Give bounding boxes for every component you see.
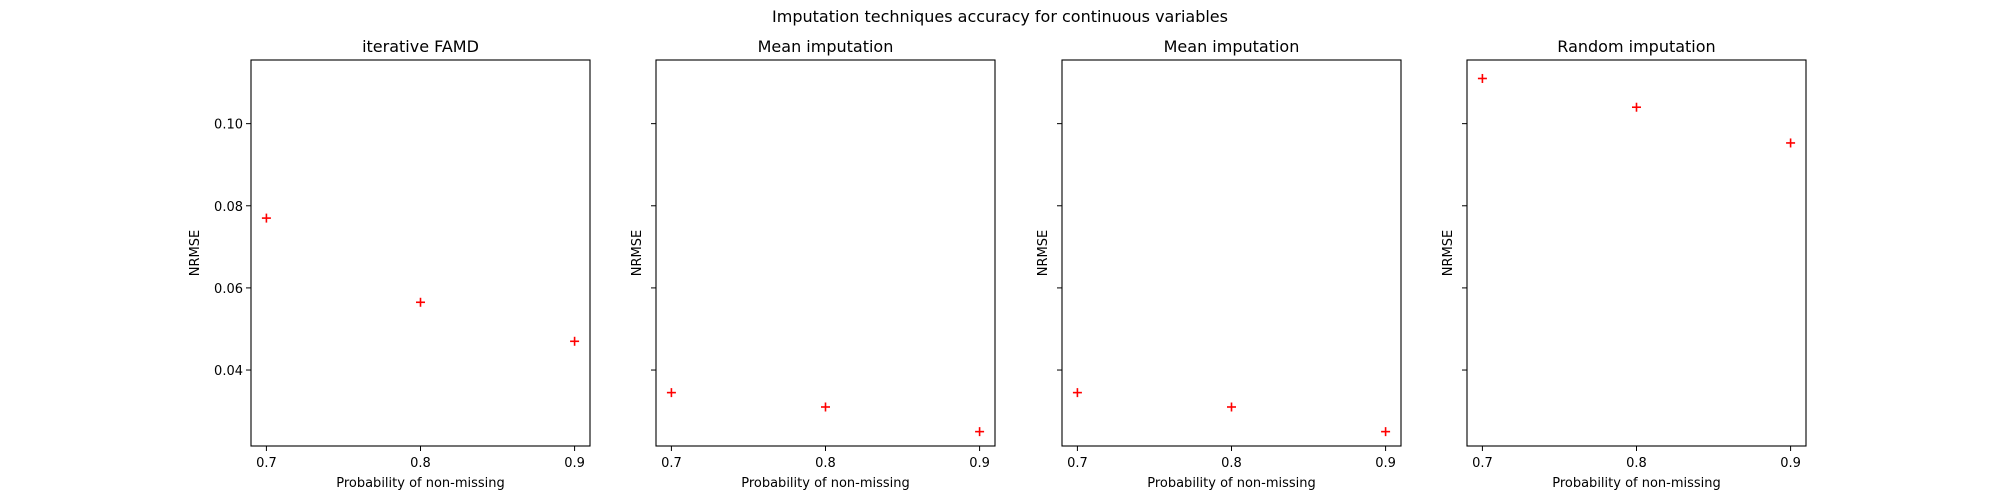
x-axis-label: Probability of non-missing [336, 476, 505, 491]
x-axis-label: Probability of non-missing [1552, 476, 1721, 491]
y-axis-label: NRMSE [188, 230, 203, 276]
subplot-panel: iterative FAMD 0.7 0.8 0.9 0.04 0.06 0.08 0.10 P… [188, 37, 591, 491]
subplot-panel: Mean imputation 0.7 0.8 0.9 Probability of n… [1036, 37, 1402, 491]
subplot-panel: Random imputation 0.7 0.8 0.9 Probability of… [1441, 37, 1807, 491]
subplot-grid: iterative FAMD 0.7 0.8 0.9 0.04 0.06 0.08 0.10 P… [188, 37, 1807, 491]
data-point [416, 297, 425, 307]
x-tick-label: 0.7 [1067, 456, 1088, 471]
x-tick-label: 0.7 [1472, 456, 1493, 471]
axes-frame [1061, 59, 1402, 447]
subplot-title: Random imputation [1557, 37, 1715, 56]
data-point [666, 388, 676, 398]
y-axis-label: NRMSE [1441, 230, 1456, 276]
x-axis-label: Probability of non-missing [1147, 476, 1316, 491]
y-tick-label: 0.04 [214, 364, 243, 379]
data-point [1381, 427, 1391, 437]
subplot-panel: Mean imputation 0.7 0.8 0.9 Probability of n… [630, 37, 996, 491]
axes-frame [250, 59, 591, 447]
subplot-title: iterative FAMD [362, 37, 479, 56]
x-tick-label: 0.8 [410, 456, 431, 471]
subplot-title: Mean imputation [758, 37, 894, 56]
data-point [261, 213, 271, 223]
x-tick-label: 0.9 [1780, 456, 1801, 471]
subplot-title: Mean imputation [1164, 37, 1300, 56]
data-point [1477, 73, 1487, 83]
x-tick-label: 0.7 [661, 456, 682, 471]
x-tick-label: 0.7 [256, 456, 277, 471]
axes-frame [655, 59, 996, 447]
data-point [570, 336, 580, 346]
x-axis-label: Probability of non-missing [741, 476, 910, 491]
x-tick-label: 0.9 [969, 456, 990, 471]
data-point [1227, 402, 1236, 412]
data-point [975, 427, 985, 437]
y-tick-label: 0.08 [214, 200, 243, 215]
x-tick-label: 0.9 [564, 456, 585, 471]
data-point [1632, 102, 1641, 112]
data-point [1072, 388, 1082, 398]
axes-frame [1466, 59, 1807, 447]
x-tick-label: 0.9 [1375, 456, 1396, 471]
data-point [821, 402, 830, 412]
x-tick-label: 0.8 [1221, 456, 1242, 471]
y-tick-label: 0.10 [214, 118, 243, 133]
x-tick-label: 0.8 [1626, 456, 1647, 471]
x-tick-label: 0.8 [815, 456, 836, 471]
figure-title: Imputation techniques accuracy for conti… [772, 7, 1228, 26]
y-axis-label: NRMSE [1036, 230, 1051, 276]
y-axis-label: NRMSE [630, 230, 645, 276]
y-tick-label: 0.06 [214, 282, 243, 297]
data-point [1786, 138, 1796, 148]
